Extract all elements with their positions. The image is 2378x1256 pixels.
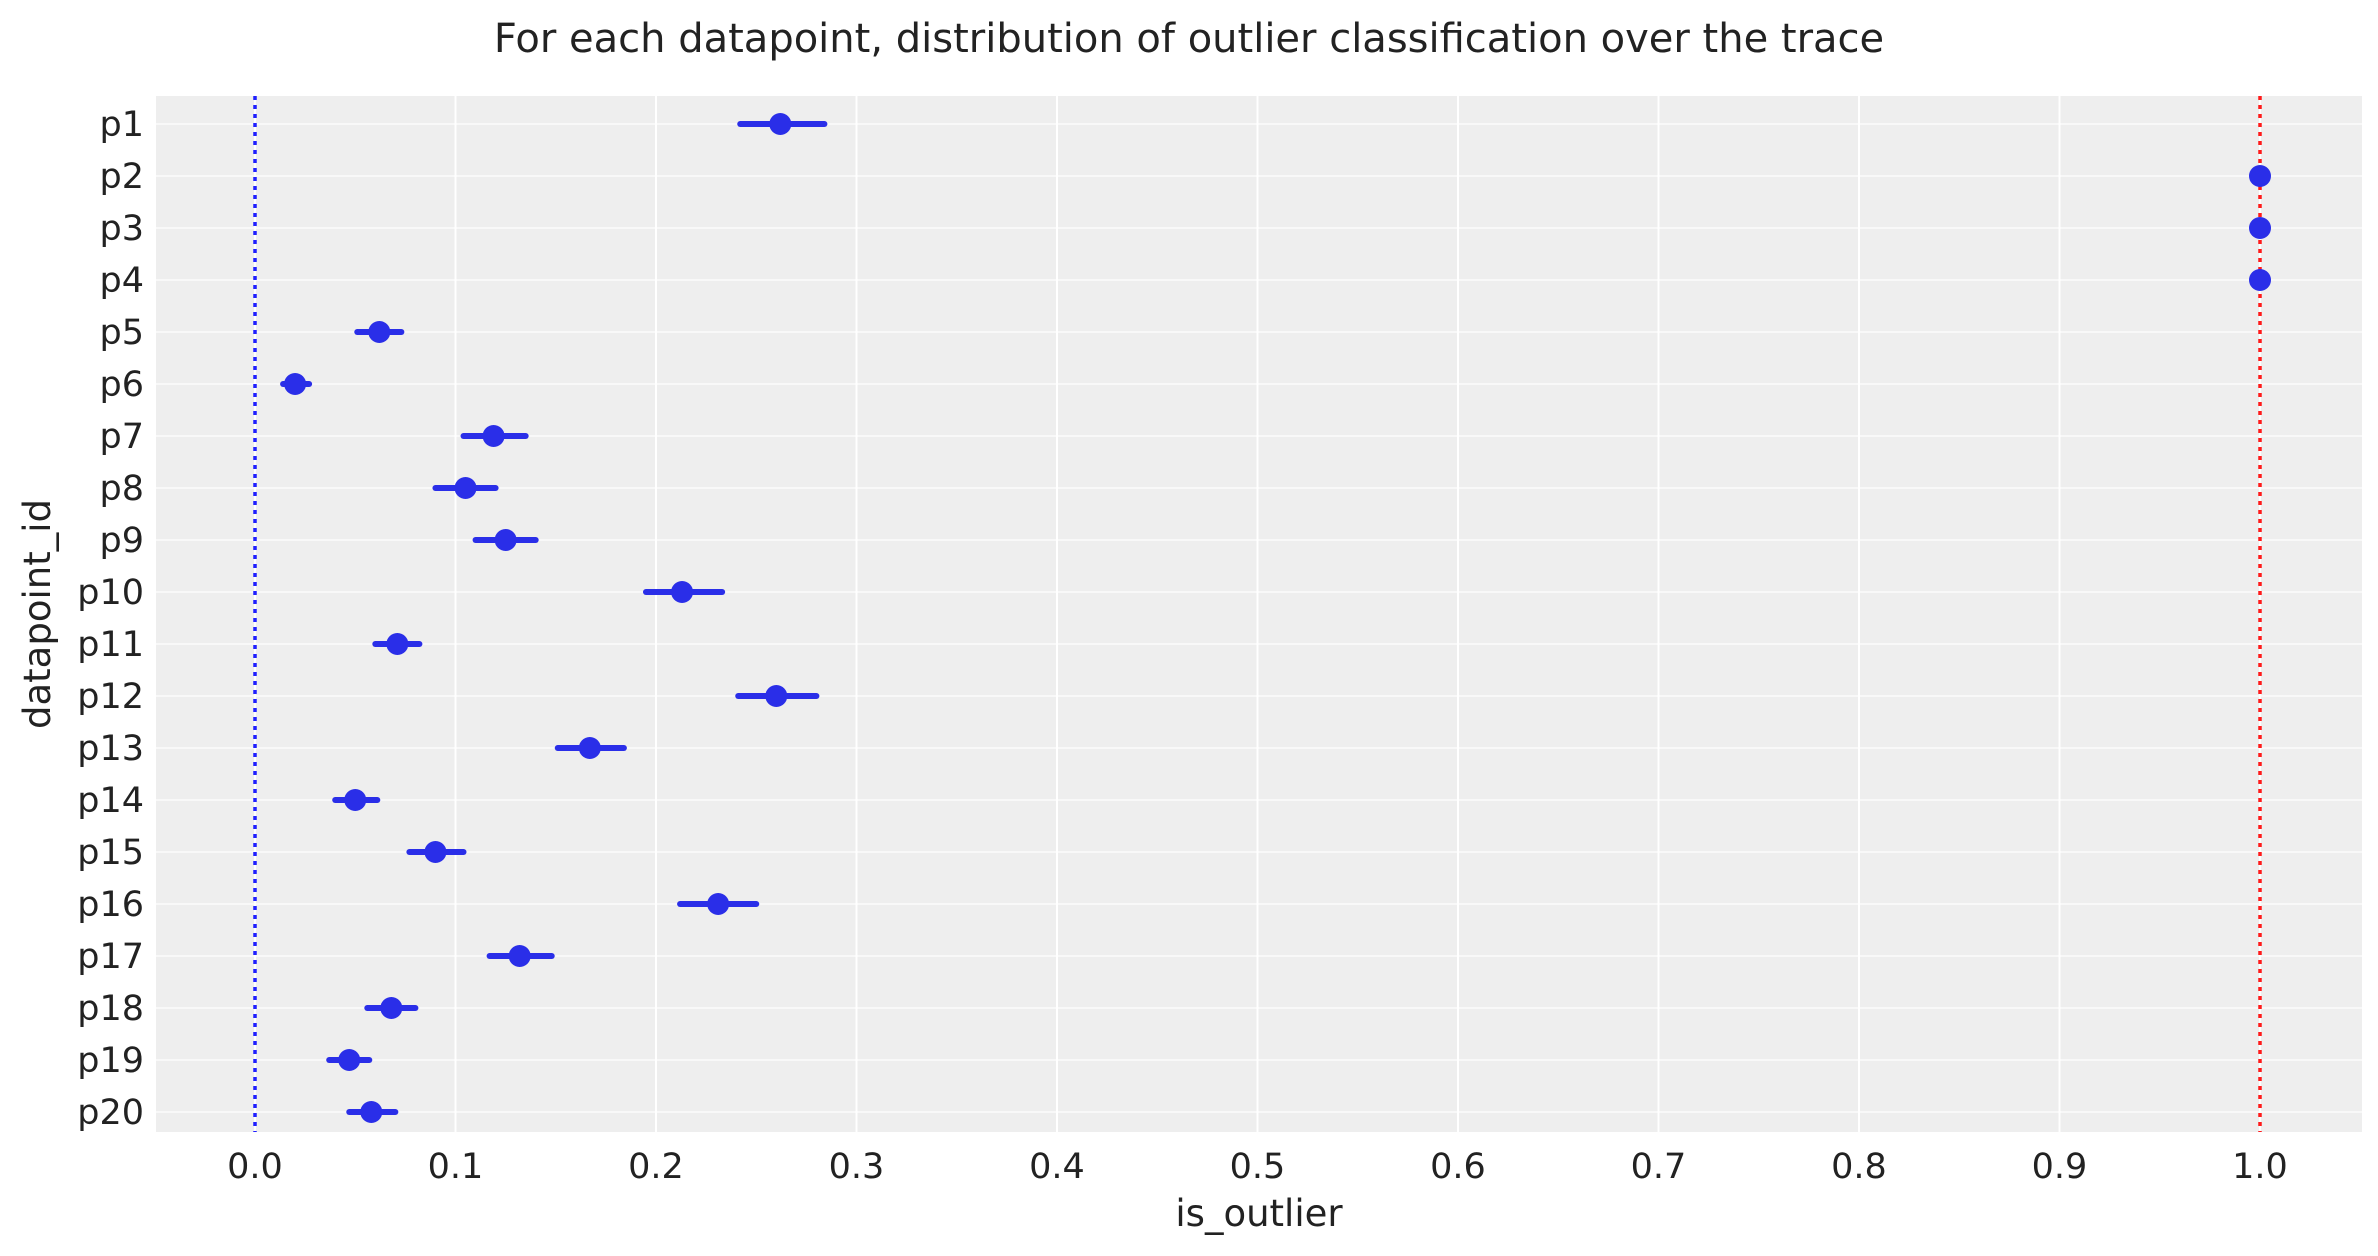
- x-tick-label: 0.3: [829, 1147, 885, 1187]
- y-tick-label: p9: [100, 521, 145, 561]
- point-p20: [360, 1101, 383, 1123]
- point-p8: [454, 477, 477, 499]
- point-p1: [769, 113, 792, 135]
- x-tick-label: 0.0: [227, 1147, 283, 1187]
- x-tick-label: 0.1: [428, 1147, 484, 1187]
- point-p11: [386, 633, 409, 655]
- grid: [156, 96, 2362, 1132]
- x-tick-label: 0.5: [1230, 1147, 1286, 1187]
- point-p5: [368, 321, 391, 343]
- y-tick-label: p6: [100, 365, 145, 405]
- point-p17: [508, 945, 531, 967]
- point-p18: [380, 997, 403, 1019]
- x-tick-label: 0.2: [628, 1147, 684, 1187]
- x-tick-label: 0.7: [1631, 1147, 1687, 1187]
- y-tick-label: p1: [100, 105, 145, 145]
- y-tick-label: p5: [100, 313, 145, 353]
- y-tick-label: p10: [77, 573, 144, 613]
- y-tick-label: p8: [100, 469, 145, 509]
- y-tick-label: p18: [77, 989, 144, 1029]
- y-tick-label: p17: [77, 937, 144, 977]
- point-p12: [765, 685, 788, 707]
- x-tick-label: 0.9: [2032, 1147, 2088, 1187]
- y-tick-label: p13: [77, 729, 144, 769]
- x-tick-label: 0.8: [1831, 1147, 1887, 1187]
- y-tick-label: p15: [77, 833, 144, 873]
- point-p4: [2249, 269, 2271, 291]
- y-tick-label: p2: [100, 157, 145, 197]
- chart-title: For each datapoint, distribution of outl…: [494, 16, 1884, 62]
- x-tick-label: 1.0: [2232, 1147, 2288, 1187]
- datapoints: [280, 113, 2271, 1123]
- y-tick-label: p12: [77, 677, 144, 717]
- point-p14: [344, 789, 367, 811]
- x-tick-label: 0.6: [1430, 1147, 1486, 1187]
- x-axis-ticks: 0.0 0.1 0.2 0.3 0.4 0.5 0.6 0.7 0.8 0.9 1.0: [227, 1147, 2288, 1187]
- point-p3: [2249, 217, 2271, 239]
- y-tick-label: p11: [77, 625, 144, 665]
- y-tick-label: p7: [100, 417, 145, 457]
- point-p10: [671, 581, 694, 603]
- point-p9: [494, 529, 517, 551]
- y-tick-label: p19: [77, 1041, 144, 1081]
- y-tick-label: p14: [77, 781, 144, 821]
- y-axis-ticks: p1 p2 p3 p4 p5 p6 p7 p8 p9 p10 p11 p12 p13 p14 p15 p16 p…: [77, 105, 144, 1133]
- y-axis-label: datapoint_id: [16, 499, 59, 729]
- reference-lines: [253, 96, 2262, 1132]
- y-tick-label: p16: [77, 885, 144, 925]
- point-p6: [284, 373, 307, 395]
- point-p19: [338, 1049, 361, 1071]
- point-p16: [707, 893, 730, 915]
- y-tick-label: p4: [100, 261, 145, 301]
- y-tick-label: p3: [100, 209, 145, 249]
- point-p15: [424, 841, 447, 863]
- x-axis-label: is_outlier: [1175, 1192, 1343, 1235]
- y-tick-label: p20: [77, 1093, 144, 1133]
- x-tick-label: 0.4: [1029, 1147, 1085, 1187]
- point-p13: [578, 737, 601, 759]
- plot-area: [156, 96, 2362, 1132]
- point-p7: [482, 425, 505, 447]
- point-p2: [2249, 165, 2271, 187]
